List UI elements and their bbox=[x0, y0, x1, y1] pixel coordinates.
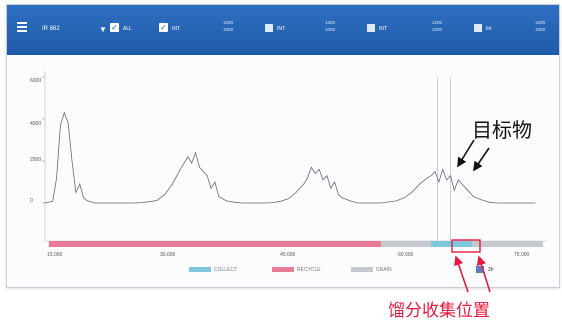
threshold-value: 1200 bbox=[535, 20, 546, 25]
chevron-down-icon[interactable]: ▼ bbox=[99, 25, 107, 34]
threshold-group-1[interactable]: 1200 1000 bbox=[223, 19, 233, 33]
threshold-value: 1000 bbox=[535, 27, 546, 32]
fraction-position-label: 馏分收集位置 bbox=[388, 301, 490, 321]
zoom-label[interactable]: 2h bbox=[488, 267, 494, 273]
chromatogram-plot[interactable]: 6000 4000 2000 0 15.000 30.000 45.000 60… bbox=[7, 55, 559, 287]
threshold-value: 1000 bbox=[223, 27, 234, 32]
toolbar: IR 862 ▼ ✓ ALL ✓ INT 1200 1000 INT 1200 … bbox=[7, 5, 559, 55]
chromatography-window: IR 862 ▼ ✓ ALL ✓ INT 1200 1000 INT 1200 … bbox=[6, 4, 560, 288]
checkbox-icon[interactable]: ✓ bbox=[110, 23, 119, 32]
threshold-value: 1000 bbox=[432, 27, 443, 32]
y-tick-label: 4000 bbox=[30, 121, 42, 127]
threshold-value: 1200 bbox=[223, 20, 234, 25]
checkbox-int-label: INT bbox=[172, 26, 181, 32]
menu-icon[interactable] bbox=[17, 22, 27, 32]
x-tick-label: 30.000 bbox=[160, 252, 176, 258]
threshold-value: 1200 bbox=[432, 20, 443, 25]
checkbox-all-label: ALL bbox=[123, 26, 132, 32]
y-tick-label: 0 bbox=[30, 198, 33, 204]
wavelength-dropdown[interactable]: IR 862 bbox=[42, 26, 60, 32]
threshold-value: 1200 bbox=[325, 20, 336, 25]
y-tick-label: 6000 bbox=[30, 78, 42, 84]
target-annotation-label: 目标物 bbox=[472, 118, 532, 142]
legend-swatch-collect bbox=[189, 267, 211, 272]
legend-label-recycle: RECYCLE bbox=[297, 267, 321, 273]
x-tick-label: 15.000 bbox=[47, 252, 63, 258]
threshold-group-3[interactable]: 1200 1000 bbox=[432, 19, 442, 33]
toggle-square-icon[interactable] bbox=[265, 24, 273, 32]
x-tick-label: 45.000 bbox=[280, 252, 296, 258]
legend-label-collect: COLLECT bbox=[214, 267, 238, 273]
threshold-value: 1000 bbox=[325, 27, 336, 32]
zoom-icon[interactable] bbox=[476, 266, 484, 273]
fraction-band-recycle bbox=[48, 241, 381, 247]
int-button-label[interactable]: INT bbox=[379, 26, 388, 32]
threshold-group-4[interactable]: 1200 1000 bbox=[535, 19, 545, 33]
x-tick-label: 75.000 bbox=[514, 252, 530, 258]
legend-label-drain: DRAIN bbox=[376, 267, 392, 273]
int-button-label[interactable]: Int bbox=[486, 26, 492, 32]
chromatogram-trace bbox=[44, 111, 536, 204]
legend-swatch-drain bbox=[351, 267, 373, 272]
threshold-group-2[interactable]: 1200 1000 bbox=[325, 19, 335, 33]
x-tick-label: 60.000 bbox=[398, 252, 414, 258]
fraction-band-collect bbox=[431, 241, 473, 247]
int-button-label[interactable]: INT bbox=[277, 26, 286, 32]
y-tick-label: 2000 bbox=[30, 157, 42, 163]
legend-swatch-recycle bbox=[272, 267, 294, 272]
checkbox-icon[interactable]: ✓ bbox=[159, 23, 168, 32]
toggle-square-icon[interactable] bbox=[367, 24, 375, 32]
toggle-square-icon[interactable] bbox=[474, 24, 482, 32]
